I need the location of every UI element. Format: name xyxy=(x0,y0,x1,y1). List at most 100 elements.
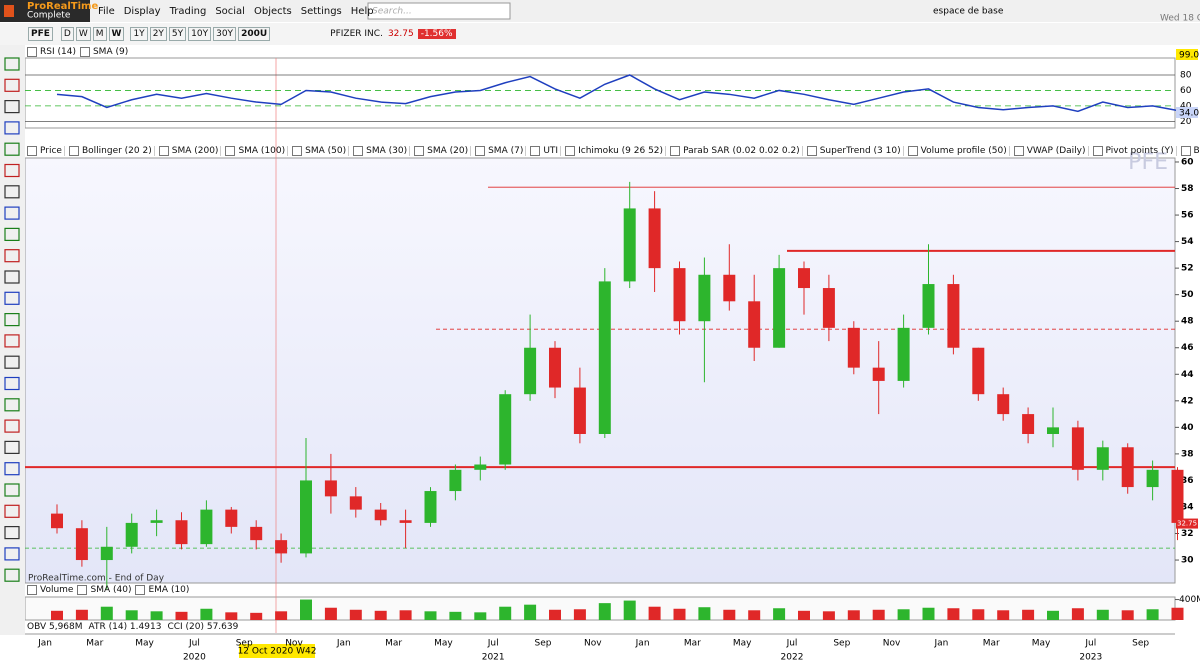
interval[interactable]: W xyxy=(108,27,125,41)
year-label: 2020 xyxy=(183,653,206,663)
candle-body xyxy=(349,496,362,510)
indicator-toggle[interactable]: SMA (9) xyxy=(80,47,128,57)
period-button[interactable]: M xyxy=(92,27,107,41)
indicator-toggle[interactable]: Pivot points (Y) xyxy=(1093,146,1177,156)
indicator-toggle[interactable]: Price xyxy=(27,146,65,156)
range-button[interactable]: 1Y xyxy=(130,27,148,41)
indicator-toggle[interactable]: SuperTrend (3 10) xyxy=(807,146,904,156)
menu-item[interactable]: File xyxy=(98,5,115,17)
range-button[interactable]: 10Y xyxy=(188,27,212,41)
candle-body xyxy=(798,268,810,289)
volume-tick-label: 400M xyxy=(1179,595,1200,605)
indicator-toggle[interactable]: SMA (30) xyxy=(353,146,411,156)
units[interactable]: 200U xyxy=(238,27,271,41)
price-tick-label: 34 xyxy=(1181,502,1194,512)
candle-body xyxy=(922,284,935,328)
candle-body xyxy=(374,509,387,521)
price-tick-label: 36 xyxy=(1181,476,1194,486)
indicator-toggle[interactable]: SMA (40) xyxy=(77,585,131,595)
volume-bar xyxy=(200,608,213,620)
range-button[interactable]: 5Y xyxy=(168,27,187,41)
menu-item[interactable]: Objects xyxy=(253,5,292,17)
indicator-toggle[interactable]: BZXXXX xyxy=(1181,146,1200,156)
indicator-toggle[interactable]: SMA (200) xyxy=(159,146,222,156)
indicator-toggle[interactable]: UTI xyxy=(530,146,562,156)
source-note: ProRealTime.com - End of Day xyxy=(28,574,165,584)
menu-item[interactable]: Help xyxy=(350,5,374,17)
candle-body xyxy=(897,327,910,381)
month-label: Jan xyxy=(336,639,351,649)
candle-body xyxy=(698,274,711,322)
tool-icon xyxy=(4,313,20,327)
indicator-toggle[interactable]: SMA (20) xyxy=(414,146,472,156)
menu-item[interactable]: Trading xyxy=(169,5,207,17)
year-label: 2023 xyxy=(1079,653,1102,663)
indicator-toggle[interactable]: SMA (50) xyxy=(292,146,350,156)
volume-bar xyxy=(922,607,935,620)
cursor-label: 12 Oct 2020 W42 xyxy=(238,647,317,657)
menu-item[interactable]: Social xyxy=(215,5,245,17)
tool-icon xyxy=(4,57,20,71)
indicator-toggle[interactable]: EMA (10) xyxy=(135,585,189,595)
last-price: 32.75 xyxy=(387,29,414,39)
indicator-row: OBV 5,968M ATR (14) 1.4913 CCI (20) 57.639 xyxy=(27,621,244,633)
indicator-toggle[interactable]: RSI (14) xyxy=(27,47,76,57)
volume-bar xyxy=(1171,607,1184,620)
price-tick-label: 40 xyxy=(1181,423,1194,433)
workspace[interactable]: espace de base xyxy=(933,7,1004,17)
candle-body xyxy=(748,301,761,348)
candle-body xyxy=(773,268,786,348)
range-button[interactable]: 2Y xyxy=(149,27,167,41)
search-placeholder[interactable]: Search... xyxy=(372,7,412,17)
candle-body xyxy=(100,546,113,561)
search-box[interactable] xyxy=(367,2,511,20)
month-label: Jul xyxy=(188,639,200,649)
indicator-toggle[interactable]: Volume profile (50) xyxy=(908,146,1010,156)
indicator-value: CCI (20) 57.639 xyxy=(167,622,239,632)
volume-bar xyxy=(374,610,387,620)
rsi-tick-label: 60 xyxy=(1180,86,1192,96)
period-button[interactable]: W xyxy=(75,27,91,41)
ticker[interactable]: PFE xyxy=(28,27,53,41)
label-bg xyxy=(1176,49,1198,60)
volume-bar xyxy=(997,610,1010,620)
candle-body xyxy=(598,281,611,434)
menu-item[interactable]: Display xyxy=(123,5,161,17)
volume-bar xyxy=(51,610,63,620)
volume-bar xyxy=(573,609,586,620)
volume-bar xyxy=(648,606,661,620)
volume-bar xyxy=(1047,610,1059,620)
period-button[interactable]: D xyxy=(60,27,74,41)
volume-bar xyxy=(399,610,412,620)
indicator-toggle[interactable]: Parab SAR (0.02 0.02 0.2) xyxy=(670,146,803,156)
candle-body xyxy=(449,469,462,492)
indicator-toggle[interactable]: Bollinger (20 2) xyxy=(69,146,155,156)
indicator-toggle[interactable]: SMA (7) xyxy=(475,146,527,156)
indicator-toggle[interactable]: Volume xyxy=(27,585,73,595)
tool-icon xyxy=(4,547,20,561)
volume-bar xyxy=(324,607,337,620)
candle-body xyxy=(175,520,188,545)
volume-bar xyxy=(499,606,512,620)
candle-body xyxy=(524,347,537,395)
price-tick-label: 38 xyxy=(1181,449,1194,459)
price-tick-label: 56 xyxy=(1181,211,1194,221)
month-label: Mar xyxy=(385,639,402,649)
price-tick-label: 60 xyxy=(1181,157,1194,167)
indicator-toggle[interactable]: Ichimoku (9 26 52) xyxy=(565,146,667,156)
tool-icon xyxy=(4,483,20,497)
cursor-label-bg xyxy=(239,644,315,658)
indicator-toggle[interactable]: VWAP (Daily) xyxy=(1014,146,1089,156)
range-button[interactable]: 30Y xyxy=(213,27,237,41)
candle-body xyxy=(1071,427,1084,470)
candle-body xyxy=(51,513,63,529)
indicator-toggle[interactable]: SMA (100) xyxy=(225,146,289,156)
month-label: Sep xyxy=(1132,639,1149,649)
month-label: Jan xyxy=(933,639,948,649)
label-bg xyxy=(1176,518,1198,529)
tool-icon xyxy=(4,355,20,369)
month-label: Jul xyxy=(1084,639,1096,649)
menu-item[interactable]: Settings xyxy=(300,5,342,17)
